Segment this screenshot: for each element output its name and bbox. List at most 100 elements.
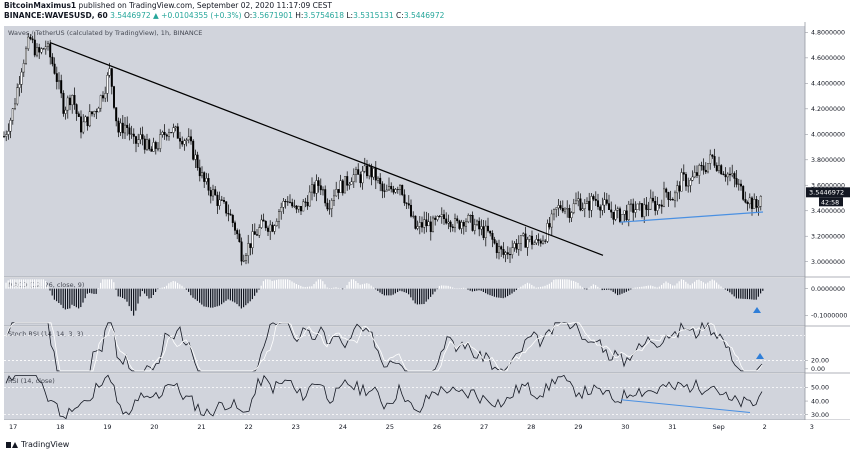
macd-bar (7, 280, 9, 289)
price-pane-background[interactable] (4, 26, 805, 277)
time-axis[interactable] (0, 420, 850, 432)
candle-body (616, 208, 619, 211)
candle-body (487, 225, 490, 232)
candle-body (581, 208, 584, 211)
candle-body (178, 138, 181, 142)
candle-body (313, 184, 316, 194)
y-tick-label: 4.0000000 (811, 131, 845, 138)
y-tick-label: 3.0000000 (811, 259, 845, 266)
tradingview-footer[interactable]: TradingView (6, 440, 69, 449)
candle-body (484, 225, 487, 238)
candle-body (374, 168, 377, 181)
macd-pane-title[interactable]: MACD (12, 26, close, 9) (8, 281, 84, 289)
macd-bar (544, 285, 546, 289)
macd-bar (397, 288, 399, 293)
candle-body (185, 139, 188, 141)
macd-pane-background[interactable] (4, 278, 805, 326)
candle-body (379, 177, 382, 185)
macd-bar (53, 288, 55, 300)
candle-body (515, 243, 518, 250)
macd-bar (603, 288, 605, 290)
macd-bar (273, 280, 275, 289)
macd-bar (551, 282, 553, 289)
candle-body (689, 180, 692, 186)
candle-body (423, 219, 426, 228)
macd-bar (106, 279, 108, 289)
macd-bar (608, 288, 610, 290)
macd-bar (45, 280, 47, 289)
macd-bar (718, 284, 720, 289)
candle-body (432, 217, 435, 233)
candle-body (709, 154, 712, 164)
candle-body (504, 252, 507, 255)
close-value: 3.5446972 (403, 11, 445, 20)
macd-bar (487, 288, 489, 295)
candle-body (460, 222, 463, 229)
macd-bar (639, 287, 641, 289)
macd-bar (460, 288, 462, 289)
chart-title[interactable]: Waves / TetherUS (calculated by TradingV… (8, 29, 202, 37)
candle-body (467, 215, 470, 223)
macd-bar (502, 288, 504, 299)
stoch-rsi-pane-background[interactable] (4, 327, 805, 373)
candle-body (93, 111, 96, 115)
macd-bar (78, 288, 80, 309)
rsi-pane-title[interactable]: RSI (14, close) (8, 377, 55, 385)
price-change: ▲ +0.0104355 (+0.3%) (153, 11, 242, 20)
macd-bar (265, 279, 267, 289)
candle-body (247, 243, 250, 256)
macd-bar (139, 288, 141, 297)
rsi-pane-background[interactable] (4, 374, 805, 420)
candle-body (128, 127, 131, 135)
support-line[interactable] (619, 211, 764, 223)
macd-bar (183, 287, 185, 289)
macd-bar (443, 285, 445, 289)
candle-body (251, 231, 254, 248)
candle-body (412, 215, 415, 217)
candle-body (150, 148, 153, 152)
macd-bar (513, 288, 515, 292)
author-name[interactable]: BitcoinMaximus1 (4, 1, 77, 10)
candle-body (480, 226, 483, 230)
macd-bar (40, 279, 42, 289)
macd-bar (181, 285, 183, 289)
candle-body (372, 168, 375, 178)
candle-body (262, 219, 265, 222)
macd-bar (625, 288, 627, 292)
macd-bar (672, 285, 674, 289)
candle-body (216, 194, 219, 206)
candle-body (401, 184, 404, 195)
macd-bar (452, 287, 454, 289)
macd-bar (731, 288, 733, 295)
descending-trendline[interactable] (49, 42, 604, 256)
candle-body (753, 199, 756, 209)
macd-bar (709, 280, 711, 289)
candle-body (339, 180, 342, 193)
macd-bar (84, 288, 86, 299)
symbol-name[interactable]: BINANCE:WAVESUSD, 60 (4, 11, 108, 20)
macd-bar (683, 279, 685, 289)
candle-body (654, 200, 657, 211)
candle-body (454, 218, 457, 228)
macd-bar (258, 288, 260, 290)
macd-bar (150, 288, 152, 299)
macd-bar (542, 286, 544, 289)
stoch-rsi-d-line (5, 322, 763, 372)
candle-body (737, 183, 740, 185)
macd-bar (328, 288, 330, 289)
stoch-rsi-pane-title[interactable]: Stoch RSI (14, 14, 3, 3) (8, 330, 83, 338)
candle-body (575, 200, 578, 204)
macd-bar (621, 288, 623, 294)
candle-body (9, 120, 12, 132)
macd-bar (254, 288, 256, 296)
candle-body (658, 204, 661, 206)
chart-canvas[interactable]: Waves / TetherUS (calculated by TradingV… (0, 22, 850, 440)
macd-bar (537, 287, 539, 289)
macd-bar (210, 288, 212, 308)
candle-body (434, 217, 437, 220)
rsi-divergence-line[interactable] (620, 399, 751, 414)
candle-body (608, 203, 611, 211)
candle-body (31, 38, 34, 41)
candle-body (531, 235, 534, 245)
candle-body (625, 210, 628, 221)
